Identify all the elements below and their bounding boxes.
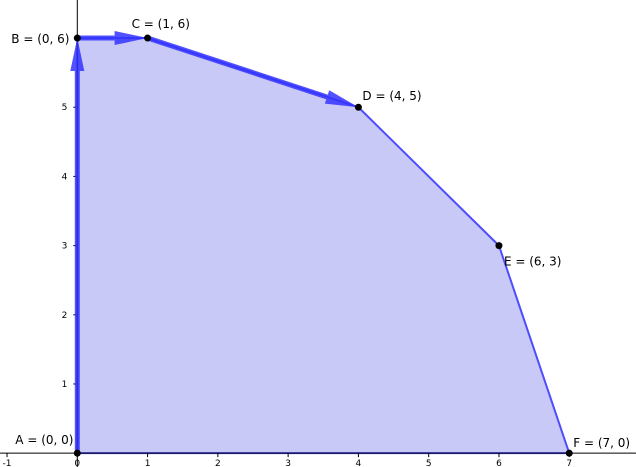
vector-arrowhead-AB xyxy=(70,38,85,72)
x-tick-label: 0 xyxy=(74,459,80,467)
y-tick-label: 2 xyxy=(62,311,68,321)
y-tick-label: 1 xyxy=(62,380,68,390)
label-layer: A = (0, 0) B = (0, 6) C = (1, 6) D = (4, 5)… xyxy=(11,17,630,450)
vertex-label-D: D = (4, 5) xyxy=(362,89,421,103)
vertex-point-B xyxy=(73,34,81,42)
y-tick-label: 5 xyxy=(62,103,68,113)
vertex-point-C xyxy=(144,34,152,42)
vertex-point-A xyxy=(73,449,81,457)
vertex-label-E: E = (6, 3) xyxy=(504,255,562,269)
x-tick-label: 2 xyxy=(215,459,221,467)
vector-arrowhead-CD xyxy=(324,90,359,108)
x-tick-label: 3 xyxy=(285,459,291,467)
vertex-label-C: C = (1, 6) xyxy=(132,17,190,31)
vertex-label-F: F = (7, 0) xyxy=(573,436,630,450)
feasible-region xyxy=(77,38,570,454)
region-edge-EF xyxy=(498,245,571,454)
x-tick-label: 5 xyxy=(426,459,432,467)
vector-layer xyxy=(70,31,359,454)
vertex-point-E xyxy=(495,242,503,250)
y-tick-label: 4 xyxy=(62,172,68,182)
point-layer xyxy=(73,34,573,457)
x-tick-label: -1 xyxy=(3,459,12,467)
x-tick-label: 6 xyxy=(496,459,502,467)
vertex-label-B: B = (0, 6) xyxy=(11,32,69,46)
x-tick-label: 7 xyxy=(566,459,572,467)
x-tick-label: 4 xyxy=(356,459,362,467)
region-layer xyxy=(76,37,571,455)
vertex-label-A: A = (0, 0) xyxy=(15,433,73,447)
region-edge-DE xyxy=(357,106,500,247)
y-tick-label: 3 xyxy=(62,242,68,252)
vector-arrowhead-BC xyxy=(114,31,148,46)
vector-CD xyxy=(146,35,328,100)
vertex-point-F xyxy=(565,449,573,457)
x-tick-label: 1 xyxy=(145,459,151,467)
vertex-point-D xyxy=(354,103,362,111)
